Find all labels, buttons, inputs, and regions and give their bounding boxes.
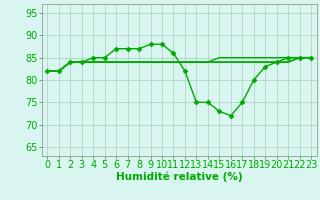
X-axis label: Humidité relative (%): Humidité relative (%) xyxy=(116,172,243,182)
